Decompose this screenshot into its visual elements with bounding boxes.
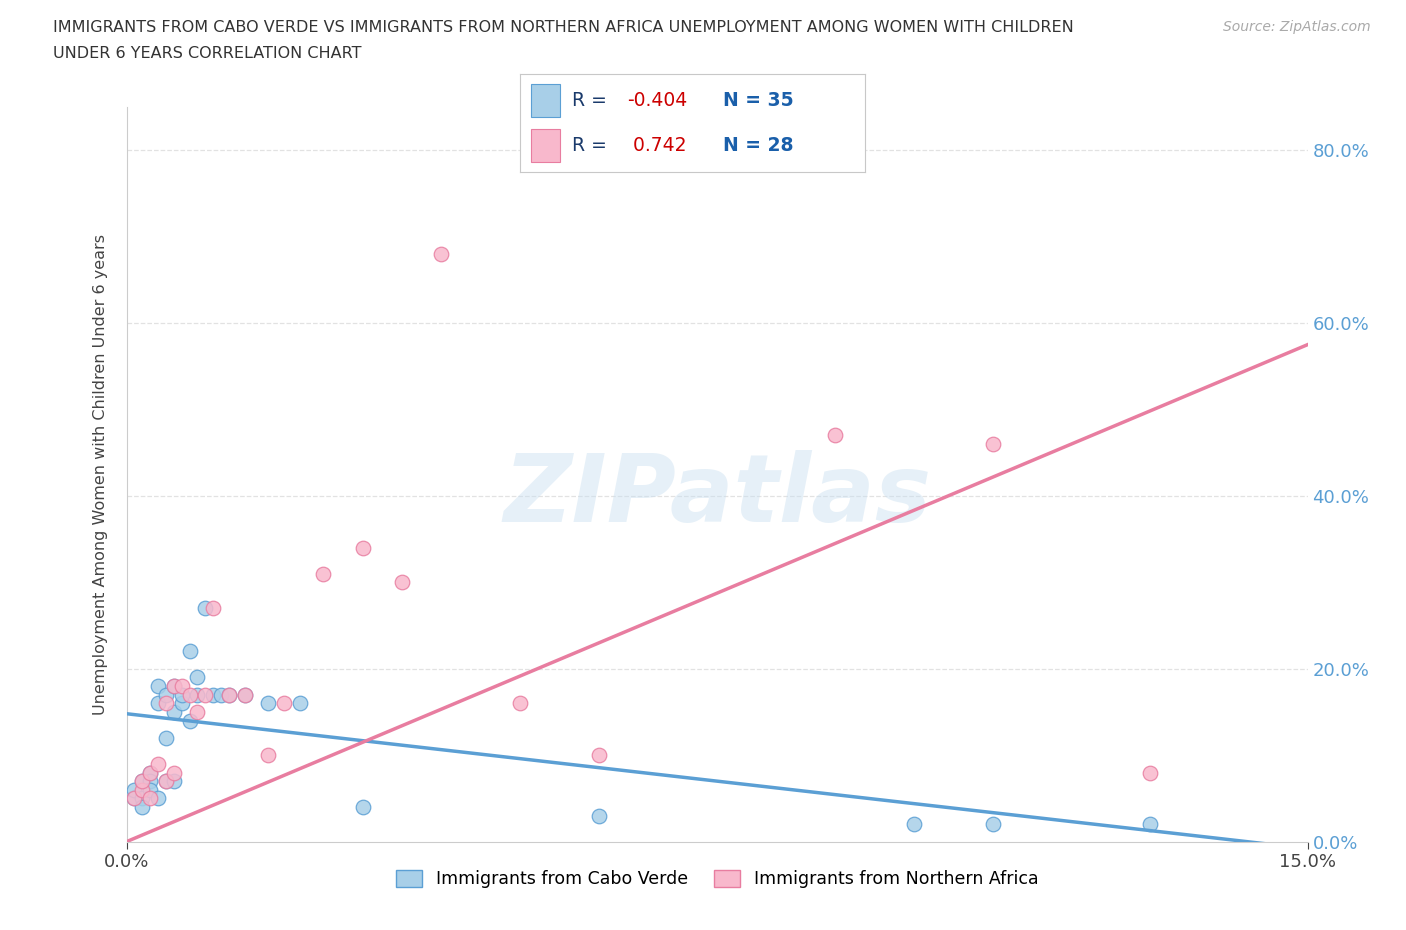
Point (186, 705, 208, 720)
Text: R =: R = (572, 91, 607, 111)
Point (233, 687, 256, 702)
Bar (530, 85, 560, 117)
Text: 0.742: 0.742 (627, 136, 686, 155)
Point (1139, 765, 1161, 780)
Point (124, 782, 146, 797)
Point (903, 817, 925, 831)
Point (170, 696, 193, 711)
Point (588, 808, 610, 823)
Text: ZIPatlas: ZIPatlas (503, 450, 931, 542)
Point (155, 687, 177, 702)
Point (218, 687, 240, 702)
Point (218, 687, 240, 702)
Point (163, 705, 186, 720)
Point (163, 679, 186, 694)
Point (824, 428, 846, 443)
Point (163, 679, 186, 694)
Point (352, 540, 374, 555)
Text: N = 35: N = 35 (724, 91, 794, 111)
Point (186, 687, 208, 702)
Point (179, 713, 201, 728)
Legend: Immigrants from Cabo Verde, Immigrants from Northern Africa: Immigrants from Cabo Verde, Immigrants f… (389, 863, 1045, 896)
Bar (530, 129, 560, 163)
Point (139, 791, 162, 806)
Point (312, 566, 335, 581)
Text: -0.404: -0.404 (627, 91, 688, 111)
Point (170, 687, 193, 702)
Point (139, 782, 162, 797)
Y-axis label: Unemployment Among Women with Children Under 6 years: Unemployment Among Women with Children U… (93, 233, 108, 715)
Point (170, 679, 193, 694)
Point (131, 782, 153, 797)
Point (146, 696, 169, 711)
Point (233, 687, 256, 702)
Point (257, 748, 280, 763)
Point (257, 696, 280, 711)
Text: Source: ZipAtlas.com: Source: ZipAtlas.com (1223, 20, 1371, 34)
Point (155, 774, 177, 789)
Point (273, 696, 295, 711)
Point (209, 687, 232, 702)
Point (981, 436, 1004, 451)
Point (124, 791, 146, 806)
Point (430, 246, 453, 261)
Point (509, 696, 531, 711)
Point (179, 687, 201, 702)
Point (131, 774, 153, 789)
Point (155, 696, 177, 711)
Point (131, 791, 153, 806)
Point (139, 765, 162, 780)
Point (124, 791, 146, 806)
Point (155, 774, 177, 789)
Point (163, 765, 186, 780)
Point (139, 765, 162, 780)
Point (131, 800, 153, 815)
Point (179, 644, 201, 659)
Point (194, 687, 217, 702)
Point (155, 730, 177, 745)
Point (352, 800, 374, 815)
Point (202, 601, 225, 616)
Point (1139, 817, 1161, 831)
Point (288, 696, 311, 711)
Point (194, 601, 217, 616)
Point (202, 687, 225, 702)
Text: N = 28: N = 28 (724, 136, 794, 155)
Point (146, 791, 169, 806)
Point (588, 748, 610, 763)
Point (163, 774, 186, 789)
Point (146, 756, 169, 771)
Point (146, 679, 169, 694)
Point (186, 670, 208, 684)
Text: R =: R = (572, 136, 607, 155)
Point (139, 774, 162, 789)
Point (131, 774, 153, 789)
Point (391, 575, 413, 590)
Text: IMMIGRANTS FROM CABO VERDE VS IMMIGRANTS FROM NORTHERN AFRICA UNEMPLOYMENT AMONG: IMMIGRANTS FROM CABO VERDE VS IMMIGRANTS… (53, 20, 1074, 35)
Point (981, 817, 1004, 831)
Text: UNDER 6 YEARS CORRELATION CHART: UNDER 6 YEARS CORRELATION CHART (53, 46, 361, 61)
